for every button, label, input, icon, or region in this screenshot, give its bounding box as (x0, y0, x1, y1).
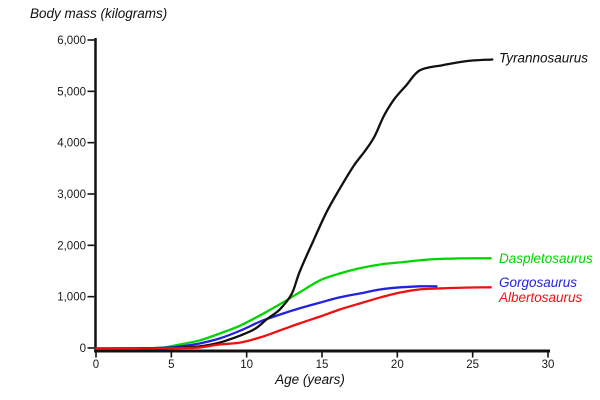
x-tick-label: 5 (168, 359, 174, 371)
y-tick-label: 6,000 (57, 35, 86, 47)
y-tick-label: 5,000 (57, 86, 86, 98)
y-axis-title: Body mass (kilograms) (30, 6, 168, 21)
y-tick-label: 0 (80, 343, 86, 355)
y-tick-label: 1,000 (57, 292, 86, 304)
x-tick-label: 10 (240, 359, 253, 371)
label-albertosaurus: Albertosaurus (498, 290, 583, 305)
curve-tyrannosaurus (94, 58, 494, 350)
x-tick-label: 15 (316, 359, 329, 371)
y-tick-label: 2,000 (57, 240, 86, 252)
x-tick-label: 25 (466, 359, 479, 371)
curve-albertosaurus (94, 286, 492, 350)
label-gorgosaurus: Gorgosaurus (499, 275, 577, 290)
x-axis-title: Age (years) (275, 372, 345, 387)
y-tick-label: 3,000 (57, 189, 86, 201)
x-tick-label: 20 (391, 359, 404, 371)
label-daspletosaurus: Daspletosaurus (499, 251, 593, 266)
x-tick-label: 30 (542, 359, 555, 371)
x-tick-label: 0 (93, 359, 99, 371)
y-tick-label: 4,000 (57, 138, 86, 150)
curve-daspletosaurus (94, 257, 492, 350)
label-tyrannosaurus: Tyrannosaurus (499, 50, 588, 65)
